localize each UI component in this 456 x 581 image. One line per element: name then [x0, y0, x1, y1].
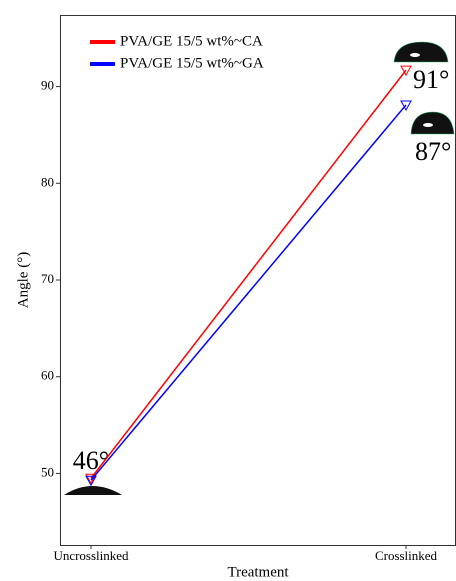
droplet: [410, 111, 455, 135]
series-line: [90, 104, 407, 481]
marker: [85, 475, 97, 487]
droplet-highlight: [423, 123, 433, 127]
droplet: [64, 486, 122, 495]
marker: [400, 65, 412, 77]
legend-label: PVA/GE 15/5 wt%~CA: [120, 33, 263, 49]
y-tick-label: 90: [41, 78, 54, 93]
x-axis-title: Treatment: [227, 564, 289, 580]
marker: [400, 100, 412, 111]
annotation: 91°: [413, 65, 449, 94]
droplet: [393, 41, 449, 63]
y-tick-label: 60: [41, 368, 54, 383]
legend-label: PVA/GE 15/5 wt%~GA: [120, 55, 264, 71]
x-tick-label: Crosslinked: [375, 548, 438, 563]
y-tick-label: 70: [41, 271, 54, 286]
annotation: 87°: [415, 137, 451, 166]
annotation: 46°: [73, 446, 109, 475]
y-tick-label: 50: [41, 464, 54, 479]
series-line: [90, 69, 407, 479]
y-tick-label: 80: [41, 174, 54, 189]
marker: [85, 473, 97, 485]
y-axis-title: Angle (°): [15, 252, 31, 308]
x-tick-label: Uncrosslinked: [53, 548, 129, 563]
droplet-highlight: [410, 53, 420, 57]
